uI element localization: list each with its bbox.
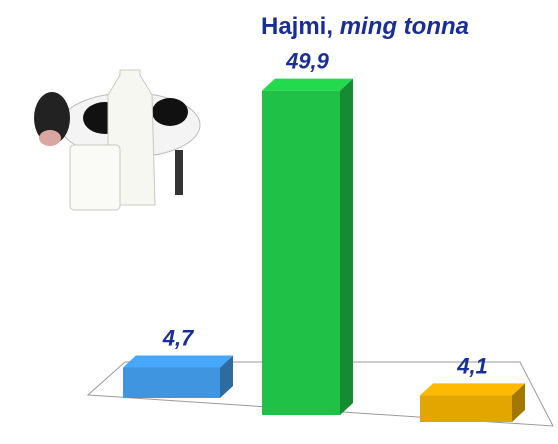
- milk-illustration: [34, 69, 201, 211]
- bar-front: [420, 395, 512, 422]
- bar: [420, 383, 525, 422]
- bar-front: [262, 90, 340, 416]
- bar: [262, 78, 353, 416]
- chart-title: Hajmi, ming tonna: [261, 13, 469, 40]
- bar-top: [262, 78, 353, 91]
- milk-glass: [69, 144, 121, 211]
- bar-front: [123, 367, 220, 398]
- bar-side: [220, 355, 233, 398]
- value-label: 4,1: [456, 353, 488, 378]
- cow-spot: [152, 98, 188, 126]
- cow-nose: [39, 130, 61, 146]
- title-unit: ming tonna: [340, 13, 469, 40]
- bar-side: [512, 383, 525, 422]
- bar-top: [123, 355, 233, 368]
- bar-side: [340, 78, 353, 416]
- cow-leg: [175, 150, 183, 195]
- value-label: 49,9: [285, 49, 330, 74]
- bar: [123, 355, 233, 398]
- cow-head: [34, 92, 70, 144]
- bar-top: [420, 383, 525, 396]
- title-text: Hajmi,: [261, 13, 333, 40]
- value-label: 4,7: [162, 325, 195, 350]
